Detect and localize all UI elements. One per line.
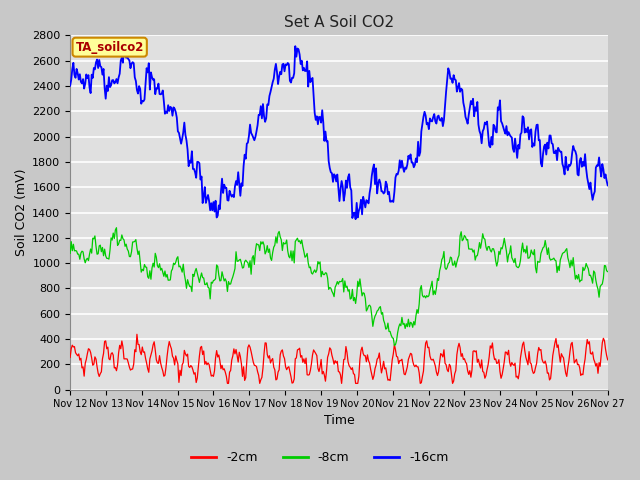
Text: TA_soilco2: TA_soilco2 bbox=[76, 41, 144, 54]
Y-axis label: Soil CO2 (mV): Soil CO2 (mV) bbox=[15, 169, 28, 256]
X-axis label: Time: Time bbox=[324, 414, 355, 427]
Title: Set A Soil CO2: Set A Soil CO2 bbox=[284, 15, 394, 30]
Legend: -2cm, -8cm, -16cm: -2cm, -8cm, -16cm bbox=[186, 446, 454, 469]
